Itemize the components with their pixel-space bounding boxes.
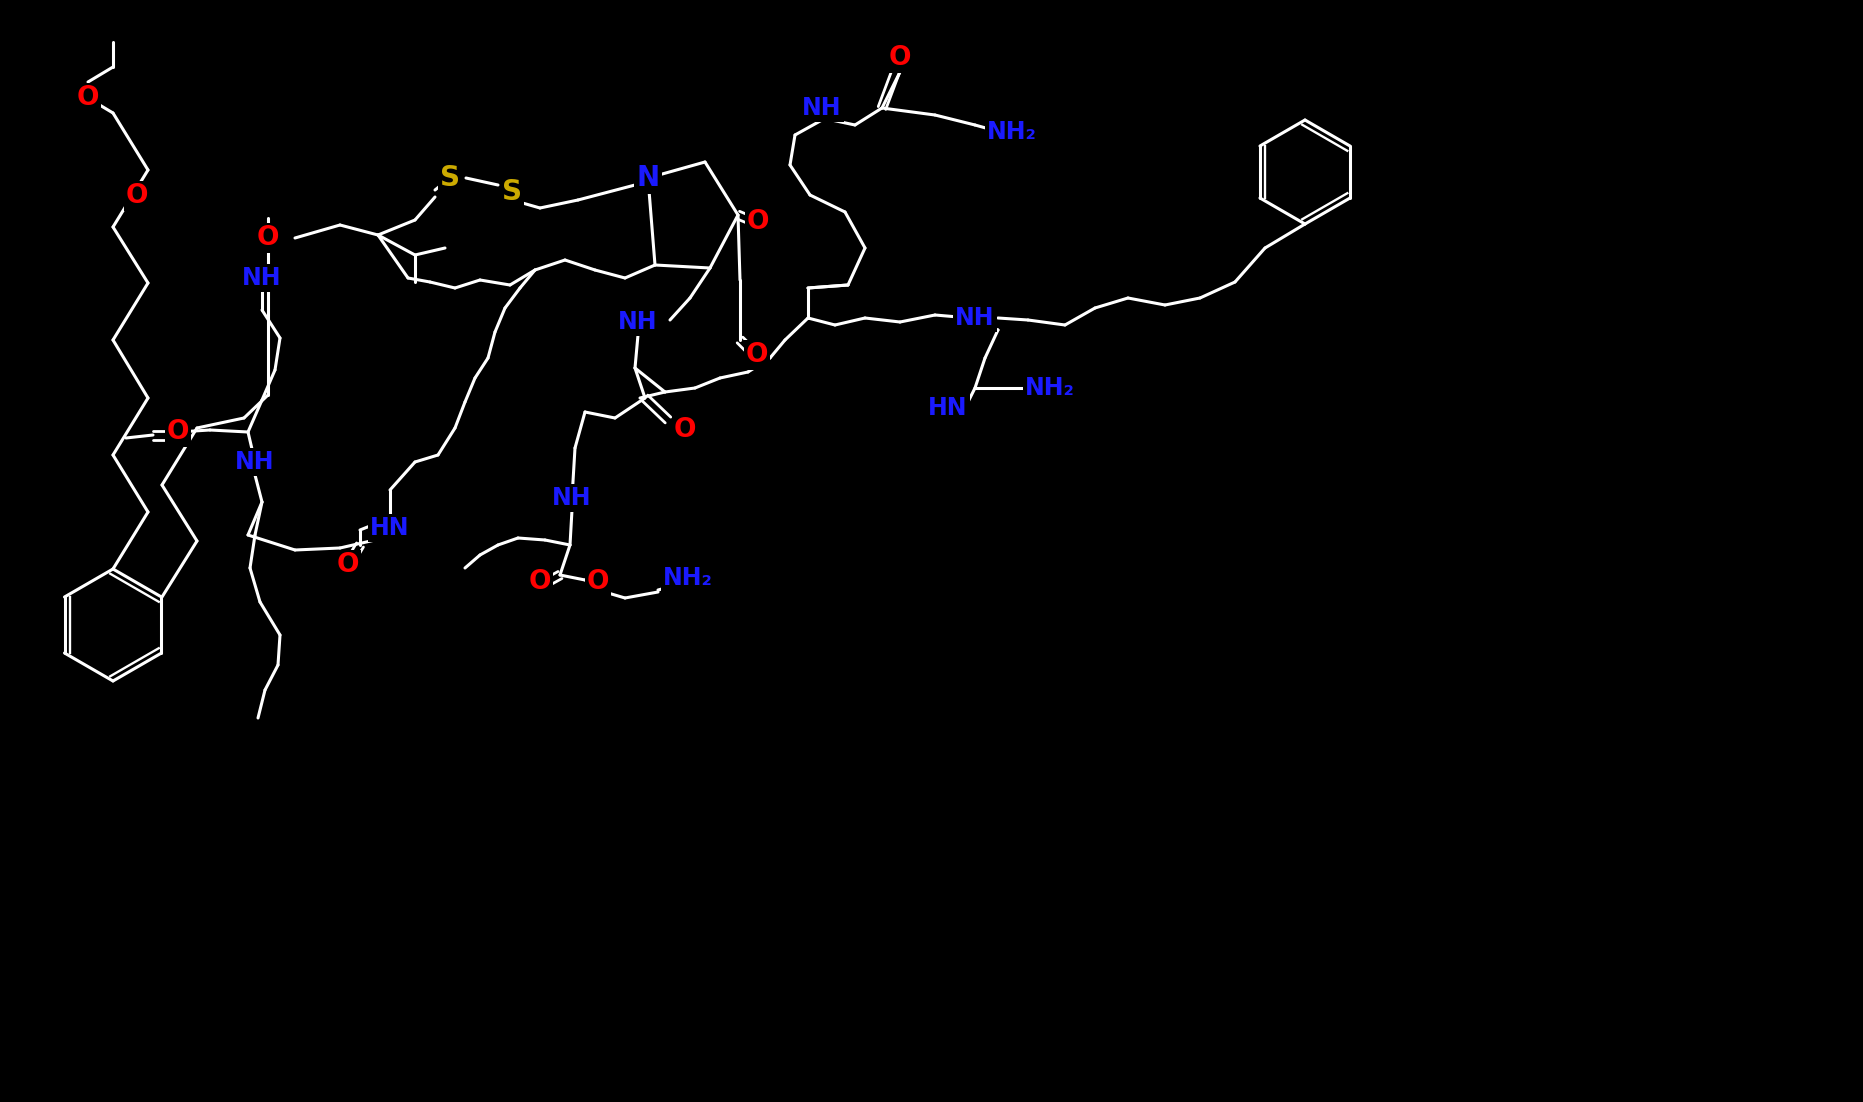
Text: O: O bbox=[168, 419, 190, 445]
Text: O: O bbox=[587, 569, 609, 595]
Text: S: S bbox=[501, 179, 522, 206]
Text: HN: HN bbox=[928, 396, 967, 420]
Text: S: S bbox=[440, 164, 460, 192]
Text: NH₂: NH₂ bbox=[1025, 376, 1075, 400]
Text: NH: NH bbox=[551, 486, 592, 510]
Text: O: O bbox=[745, 342, 768, 368]
Text: NH: NH bbox=[803, 96, 842, 120]
Text: NH₂: NH₂ bbox=[987, 120, 1038, 144]
Text: NH: NH bbox=[619, 310, 658, 334]
Text: HN: HN bbox=[371, 516, 410, 540]
Text: O: O bbox=[125, 183, 149, 209]
Text: O: O bbox=[674, 417, 697, 443]
Text: O: O bbox=[76, 85, 99, 111]
Text: NH₂: NH₂ bbox=[663, 566, 714, 590]
Text: O: O bbox=[337, 552, 360, 579]
Text: NH: NH bbox=[956, 306, 995, 329]
Text: O: O bbox=[745, 342, 768, 368]
Text: O: O bbox=[529, 569, 551, 595]
Text: NH: NH bbox=[242, 266, 281, 290]
Text: N: N bbox=[637, 164, 660, 192]
Text: O: O bbox=[257, 225, 279, 251]
Text: O: O bbox=[747, 209, 769, 235]
Text: NH: NH bbox=[235, 450, 274, 474]
Text: O: O bbox=[889, 45, 911, 71]
